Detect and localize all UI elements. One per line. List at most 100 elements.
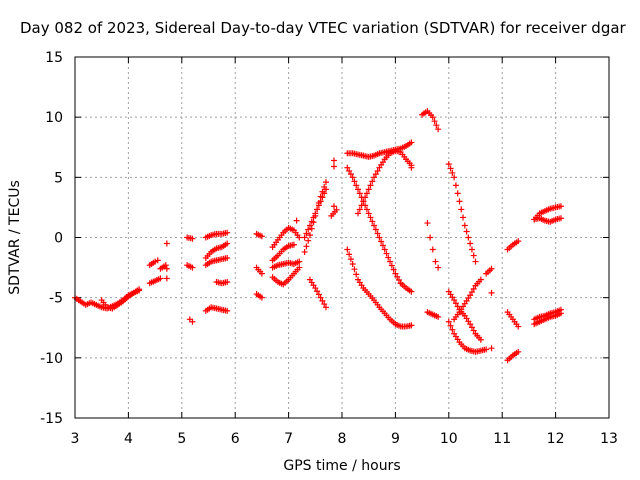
data-point: [447, 322, 454, 329]
data-point: [351, 266, 358, 273]
data-point: [136, 286, 143, 293]
series-arc-45: [483, 265, 495, 277]
data-point: [353, 271, 360, 278]
data-point: [301, 248, 308, 255]
data-point: [477, 276, 484, 283]
x-tick-label: 7: [284, 431, 293, 447]
data-point: [189, 235, 196, 242]
data-point: [371, 222, 378, 229]
data-point: [460, 214, 467, 221]
data-point: [330, 203, 337, 210]
data-point: [372, 226, 379, 233]
data-point: [224, 254, 231, 261]
data-point: [515, 323, 522, 330]
data-point: [355, 210, 362, 217]
data-point: [365, 186, 372, 193]
y-tick-label: -10: [40, 351, 63, 367]
axis-ticks: 3 4 5 6 7 8 9 10 11 12 13 15 10 5 0 -5 -10 -15: [40, 50, 618, 447]
data-point: [312, 212, 319, 219]
data-point: [367, 182, 374, 189]
data-point: [408, 288, 415, 295]
data-point: [395, 277, 402, 284]
series-arc-18: [253, 264, 265, 277]
series-arc-39: [424, 220, 442, 271]
data-point: [371, 174, 378, 181]
data-point: [163, 275, 170, 282]
x-tick-label: 10: [440, 431, 458, 447]
series-arc-41: [445, 161, 479, 265]
series-arc-22: [269, 258, 303, 271]
series-arc-40: [424, 309, 442, 320]
data-point: [162, 262, 169, 269]
data-point: [258, 233, 265, 240]
data-point: [322, 304, 329, 311]
data-point: [358, 202, 365, 209]
x-tick-label: 11: [493, 431, 511, 447]
data-point: [467, 321, 474, 328]
data-point: [360, 198, 367, 205]
data-point: [296, 258, 303, 265]
data-point: [515, 348, 522, 355]
data-point: [314, 206, 321, 213]
data-point: [472, 258, 479, 265]
data-point: [349, 174, 356, 181]
series-arc-38: [419, 108, 442, 133]
data-point: [347, 256, 354, 263]
data-point: [305, 237, 312, 244]
data-point: [347, 171, 354, 178]
data-point: [163, 240, 170, 247]
data-point: [163, 265, 170, 272]
data-point: [378, 238, 385, 245]
data-point: [296, 264, 303, 271]
data-point: [303, 230, 310, 237]
series-arc-15: [213, 279, 231, 287]
data-point: [454, 190, 461, 197]
data-point: [557, 203, 564, 210]
data-point: [470, 285, 477, 292]
data-point: [431, 118, 438, 125]
x-tick-label: 6: [231, 431, 240, 447]
data-point: [374, 230, 381, 237]
data-point: [356, 190, 363, 197]
data-point: [319, 297, 326, 304]
x-tick-label: 3: [71, 431, 80, 447]
data-point: [388, 262, 395, 269]
data-point: [314, 288, 321, 295]
series-arc-10: [184, 262, 196, 271]
data-point: [349, 260, 356, 267]
data-point: [372, 171, 379, 178]
y-tick-label: 5: [54, 170, 63, 186]
data-point: [488, 345, 495, 352]
data-point: [355, 186, 362, 193]
series-arc-17: [253, 230, 265, 240]
data-point: [152, 258, 159, 265]
data-point: [351, 178, 358, 185]
data-point: [301, 234, 308, 241]
x-tick-label: 5: [177, 431, 186, 447]
data-point: [379, 242, 386, 249]
data-point: [224, 229, 231, 236]
data-point: [363, 206, 370, 213]
data-point: [463, 228, 470, 235]
data-point: [306, 222, 313, 229]
data-point: [468, 246, 475, 253]
series-arc-34: [355, 147, 415, 217]
data-point: [224, 240, 231, 247]
series-arc-16: [202, 304, 231, 314]
series-arc-31: [330, 163, 337, 170]
series-arc-53: [531, 215, 564, 225]
series-arc-25: [306, 276, 329, 311]
data-point: [449, 326, 456, 333]
data-point: [477, 336, 484, 343]
data-point: [330, 157, 337, 164]
data-point: [356, 206, 363, 213]
series-arc-43: [445, 318, 490, 355]
data-point: [317, 193, 324, 200]
data-point: [344, 164, 351, 171]
y-tick-label: 15: [45, 50, 63, 66]
series-arc-49: [504, 309, 522, 330]
data-point: [322, 179, 329, 186]
data-point: [465, 234, 472, 241]
data-point: [451, 174, 458, 181]
series-arc-46: [488, 289, 495, 296]
